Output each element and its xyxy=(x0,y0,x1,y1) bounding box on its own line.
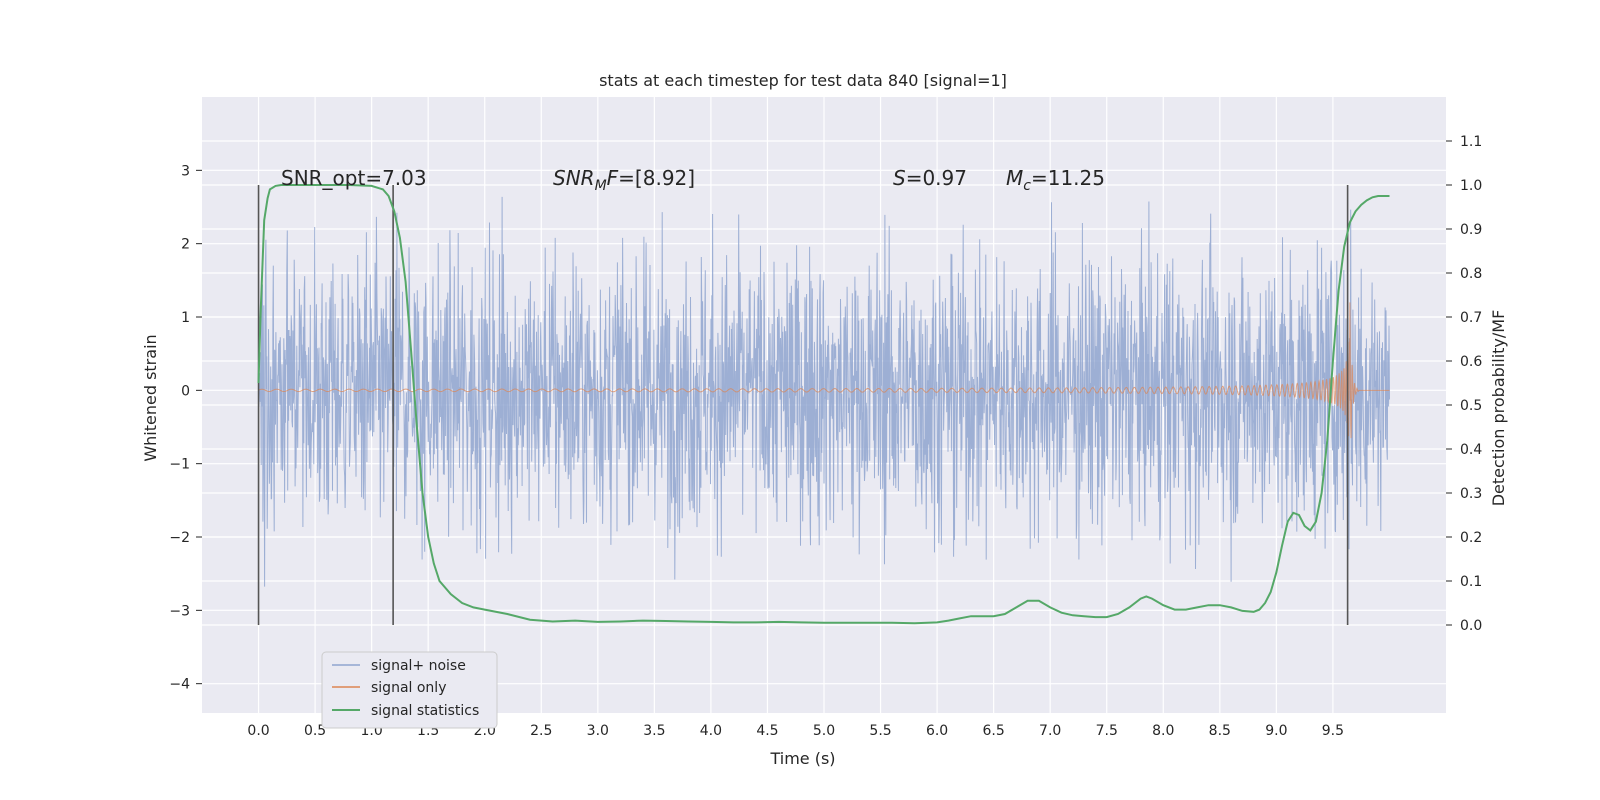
y-tick-label: −1 xyxy=(169,457,190,473)
y2-axis-label: Detection probability/MF xyxy=(1489,310,1508,507)
annotations: SNR_opt=7.03 SNRMF=[8.92] S=0.97 Mc=11.2… xyxy=(281,166,1105,194)
annotation-s: S=0.97 xyxy=(893,166,967,190)
y2-axis-ticks: 1.1 1.0 0.9 0.8 0.7 0.6 0.5 0.4 0.3 0.2 0.1 0.0 xyxy=(1446,134,1482,634)
y2-tick-label: 1.1 xyxy=(1460,134,1482,150)
x-tick-label: 7.0 xyxy=(1039,723,1061,739)
y-axis-ticks: 3 2 1 0 −1 −2 −3 −4 xyxy=(169,163,202,693)
y-tick-label: 3 xyxy=(181,163,190,179)
x-tick-label: 5.5 xyxy=(869,723,891,739)
series-signal-only xyxy=(258,302,1390,439)
y2-tick-label: 0.4 xyxy=(1460,442,1482,458)
annotation-mc: Mc=11.25 xyxy=(1006,166,1105,194)
legend: signal+ noise signal only signal statist… xyxy=(321,651,498,729)
x-axis-label: Time (s) xyxy=(769,749,835,768)
annotation-snr-mf: SNRMF=[8.92] xyxy=(553,166,695,194)
y-tick-label: −2 xyxy=(169,530,190,546)
y-tick-label: −3 xyxy=(169,603,190,619)
y2-tick-label: 0.0 xyxy=(1460,618,1482,634)
y2-tick-label: 0.7 xyxy=(1460,310,1482,326)
y2-tick-label: 0.9 xyxy=(1460,222,1482,238)
x-tick-label: 0.5 xyxy=(304,723,326,739)
y-tick-label: 0 xyxy=(181,383,190,399)
y2-tick-label: 0.5 xyxy=(1460,398,1482,414)
legend-label-signal-plus-noise: signal+ noise xyxy=(371,658,466,674)
x-tick-label: 0.0 xyxy=(247,723,269,739)
series-signal-statistics xyxy=(257,184,1390,625)
x-tick-label: 9.0 xyxy=(1265,723,1287,739)
x-tick-label: 9.5 xyxy=(1322,723,1344,739)
y2-tick-label: 0.1 xyxy=(1460,574,1482,590)
y2-tick-label: 0.6 xyxy=(1460,354,1482,370)
y2-tick-label: 0.2 xyxy=(1460,530,1482,546)
legend-label-signal-statistics: signal statistics xyxy=(371,703,479,719)
series-signal-plus-noise xyxy=(258,196,1390,587)
y2-tick-label: 1.0 xyxy=(1460,178,1482,194)
x-tick-label: 8.5 xyxy=(1209,723,1231,739)
x-tick-label: 4.5 xyxy=(756,723,778,739)
x-tick-label: 3.5 xyxy=(643,723,665,739)
x-tick-label: 2.5 xyxy=(530,723,552,739)
legend-label-signal-only: signal only xyxy=(371,680,446,696)
y2-tick-label: 0.3 xyxy=(1460,486,1482,502)
vertical-markers xyxy=(257,185,1349,625)
x-tick-label: 5.0 xyxy=(813,723,835,739)
x-tick-label: 4.0 xyxy=(700,723,722,739)
chart-title: stats at each timestep for test data 840… xyxy=(599,71,1007,90)
annotation-snr-opt: SNR_opt=7.03 xyxy=(281,166,427,190)
x-tick-label: 3.0 xyxy=(587,723,609,739)
legend-box xyxy=(321,651,498,729)
y2-tick-label: 0.8 xyxy=(1460,266,1482,282)
x-tick-label: 6.0 xyxy=(926,723,948,739)
x-tick-label: 8.0 xyxy=(1152,723,1174,739)
y-tick-label: 2 xyxy=(181,237,190,253)
y-tick-label: −4 xyxy=(169,677,190,693)
y-axis-label: Whitened strain xyxy=(141,334,160,461)
y-tick-label: 1 xyxy=(181,310,190,326)
x-tick-label: 6.5 xyxy=(983,723,1005,739)
x-tick-label: 7.5 xyxy=(1096,723,1118,739)
